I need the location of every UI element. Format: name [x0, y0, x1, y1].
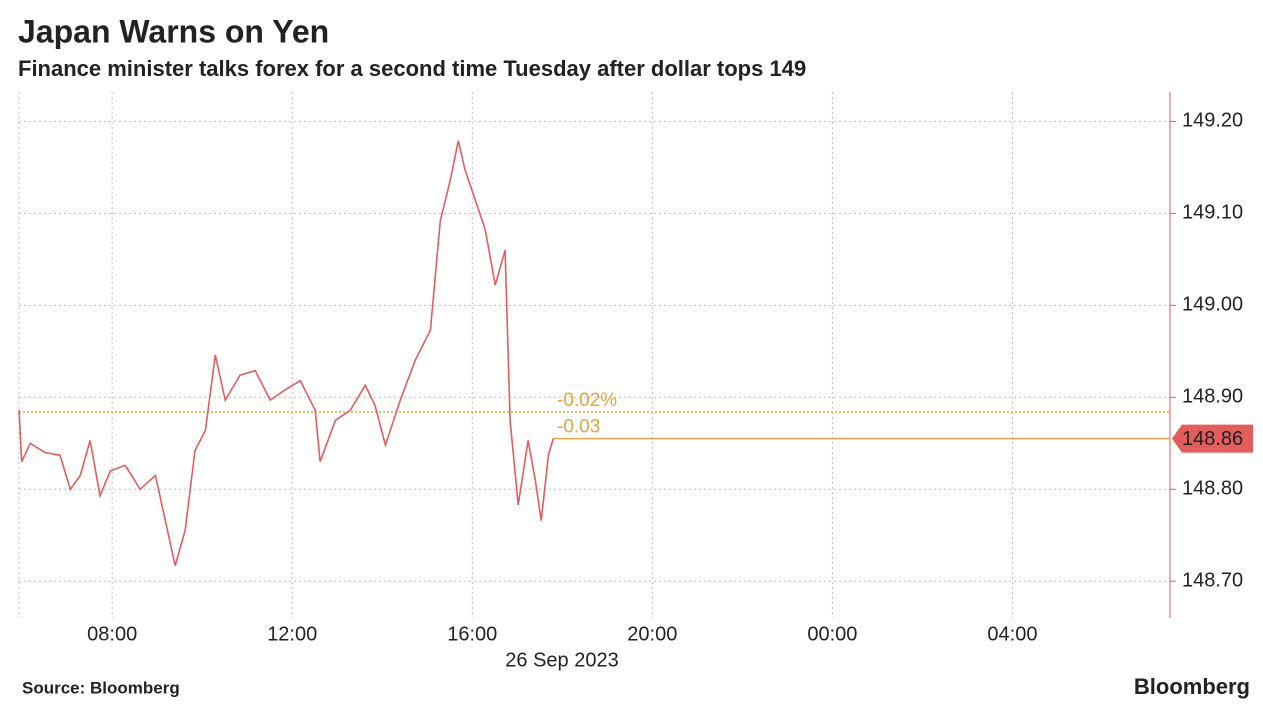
- x-tick-label: 08:00: [87, 623, 137, 645]
- x-tick-label: 16:00: [447, 623, 497, 645]
- y-tick-label: 149.00: [1182, 294, 1243, 316]
- x-axis-label: 26 Sep 2023: [505, 649, 618, 671]
- x-tick-label: 04:00: [987, 623, 1037, 645]
- chart-subtitle: Finance minister talks forex for a secon…: [18, 56, 806, 81]
- y-tick-label: 148.90: [1182, 386, 1243, 408]
- y-tick-label: 149.20: [1182, 110, 1243, 132]
- x-tick-label: 00:00: [807, 623, 857, 645]
- source: Source: Bloomberg: [22, 678, 180, 697]
- x-tick-label: 12:00: [267, 623, 317, 645]
- chart-title: Japan Warns on Yen: [18, 13, 329, 49]
- brand: Bloomberg: [1134, 674, 1250, 699]
- y-tick-label: 149.10: [1182, 202, 1243, 224]
- last-value-tag: [1172, 424, 1253, 453]
- y-tick-label: 148.80: [1182, 478, 1243, 500]
- last-value-label: 148.86: [1182, 428, 1243, 450]
- y-tick-label: 148.70: [1182, 569, 1243, 591]
- annotation: -0.02%: [557, 390, 617, 411]
- line: [18, 140, 555, 566]
- x-tick-label: 20:00: [627, 623, 677, 645]
- annotation: -0.03: [557, 417, 600, 438]
